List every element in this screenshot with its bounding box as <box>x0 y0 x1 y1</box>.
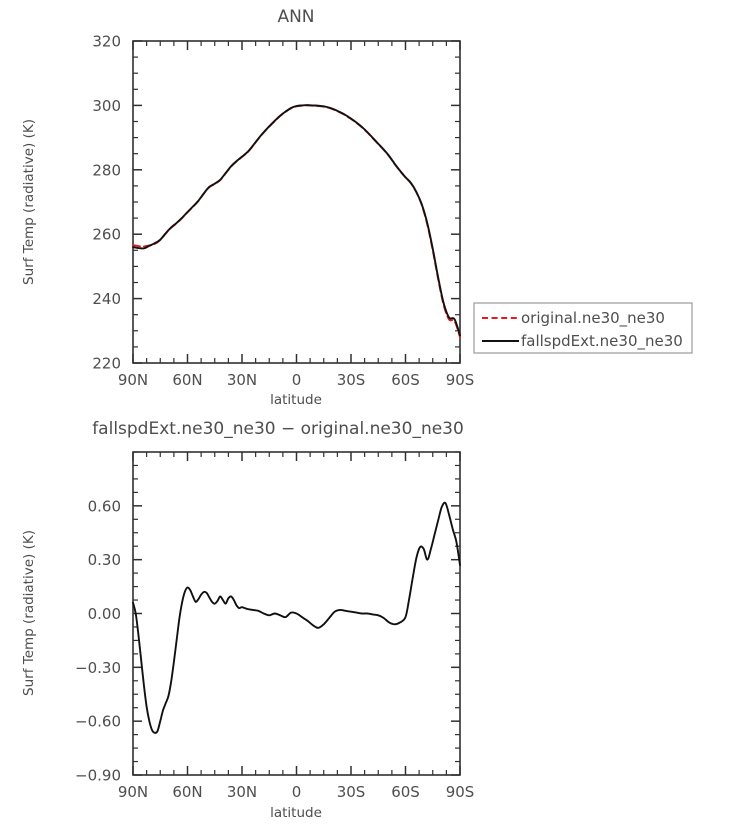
y-tick-label: 220 <box>92 355 121 373</box>
panel-ann-y-ticks: 220 240 260 280 300 320 <box>92 33 460 373</box>
x-tick-label: 30N <box>227 371 257 389</box>
y-tick-label: 0.30 <box>88 551 121 569</box>
y-tick-label: 320 <box>92 33 121 51</box>
x-tick-label: 0 <box>292 783 302 801</box>
legend[interactable]: original.ne30_ne30 fallspdExt.ne30_ne30 <box>473 302 693 354</box>
x-tick-label: 30S <box>337 783 366 801</box>
panel-difference-x-axis-label: latitude <box>270 805 322 821</box>
panel-difference-title: fallspdExt.ne30_ne30 − original.ne30_ne3… <box>92 419 464 439</box>
y-tick-label: −0.30 <box>75 659 121 677</box>
legend-label-original: original.ne30_ne30 <box>521 309 665 328</box>
panel-ann-frame <box>132 40 461 364</box>
legend-box <box>473 302 693 354</box>
series-original-ne30 <box>132 104 461 339</box>
x-tick-label: 60N <box>172 371 202 389</box>
series-fallspdext-ne30 <box>132 104 461 337</box>
legend-entry-fallspdext[interactable]: fallspdExt.ne30_ne30 <box>482 332 683 351</box>
panel-ann-y-axis-label: Surf Temp (radiative) (K) <box>21 119 37 285</box>
series-difference <box>132 501 461 734</box>
y-tick-label: −0.60 <box>75 713 121 731</box>
y-tick-label: 0.00 <box>88 605 121 623</box>
y-tick-label: 240 <box>92 290 121 308</box>
panel-ann-x-ticks: 90N 60N 30N 0 30S 60S 90S <box>118 41 474 389</box>
y-tick-label: 280 <box>92 161 121 179</box>
x-tick-label: 30S <box>337 371 366 389</box>
legend-entry-original[interactable]: original.ne30_ne30 <box>482 309 665 328</box>
panel-ann-title: ANN <box>277 7 314 27</box>
y-tick-label: 260 <box>92 226 121 244</box>
panel-difference-y-ticks: −0.90 −0.60 −0.30 0.00 0.30 0.60 <box>75 451 460 785</box>
panel-difference-y-axis-label: Surf Temp (radiative) (K) <box>21 530 37 696</box>
x-tick-label: 90S <box>446 783 475 801</box>
panel-difference: fallspdExt.ne30_ne30 − original.ne30_ne3… <box>21 419 474 821</box>
x-tick-label: 60N <box>172 783 202 801</box>
panel-ann-x-axis-label: latitude <box>270 392 322 408</box>
x-tick-label: 60S <box>391 371 420 389</box>
x-tick-label: 90N <box>118 371 148 389</box>
y-tick-label: 300 <box>92 97 121 115</box>
legend-label-fallspdext: fallspdExt.ne30_ne30 <box>521 332 683 351</box>
x-tick-label: 30N <box>227 783 257 801</box>
x-tick-label: 60S <box>391 783 420 801</box>
y-tick-label: 0.60 <box>88 497 121 515</box>
y-tick-label: −0.90 <box>75 767 121 785</box>
panel-difference-x-ticks: 90N 60N 30N 0 30S 60S 90S <box>118 452 474 801</box>
x-tick-label: 90S <box>446 371 475 389</box>
x-tick-label: 90N <box>118 783 148 801</box>
x-tick-label: 0 <box>292 371 302 389</box>
